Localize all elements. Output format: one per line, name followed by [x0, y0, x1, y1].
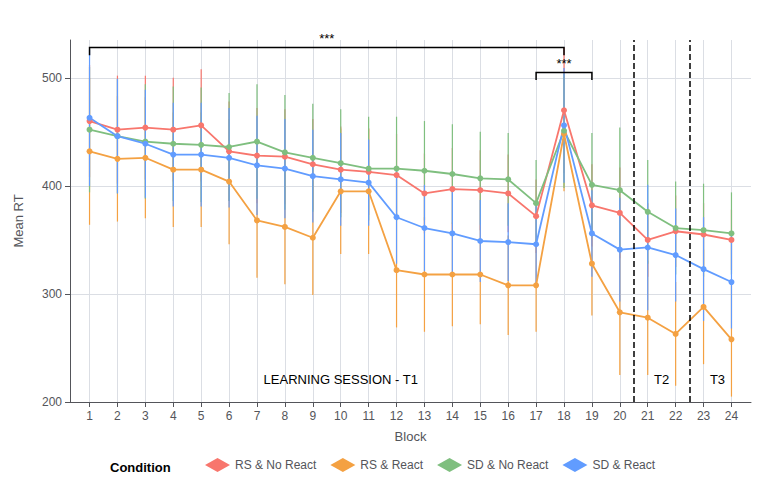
- svg-text:T2: T2: [654, 372, 669, 387]
- svg-text:16: 16: [502, 409, 516, 423]
- svg-text:14: 14: [446, 409, 460, 423]
- svg-text:4: 4: [170, 409, 177, 423]
- svg-text:8: 8: [282, 409, 289, 423]
- svg-text:5: 5: [198, 409, 205, 423]
- svg-text:11: 11: [362, 409, 375, 423]
- svg-text:10: 10: [334, 409, 348, 423]
- svg-text:SD & No React: SD & No React: [467, 458, 549, 472]
- svg-text:12: 12: [390, 409, 404, 423]
- svg-text:Block: Block: [395, 429, 427, 444]
- svg-text:18: 18: [557, 409, 571, 423]
- svg-text:7: 7: [254, 409, 261, 423]
- svg-text:19: 19: [585, 409, 599, 423]
- svg-text:3: 3: [142, 409, 149, 423]
- svg-text:T3: T3: [710, 372, 725, 387]
- svg-text:***: ***: [556, 56, 571, 71]
- svg-text:400: 400: [42, 179, 62, 193]
- svg-text:6: 6: [226, 409, 233, 423]
- svg-text:13: 13: [418, 409, 432, 423]
- svg-text:23: 23: [697, 409, 711, 423]
- svg-text:300: 300: [42, 287, 62, 301]
- svg-text:200: 200: [42, 395, 62, 409]
- svg-text:LEARNING SESSION - T1: LEARNING SESSION - T1: [264, 372, 418, 387]
- svg-text:9: 9: [309, 409, 316, 423]
- svg-text:Mean RT: Mean RT: [11, 194, 26, 247]
- svg-text:2: 2: [114, 409, 121, 423]
- svg-text:500: 500: [42, 71, 62, 85]
- svg-text:1: 1: [86, 409, 93, 423]
- svg-text:***: ***: [319, 31, 334, 46]
- svg-text:17: 17: [529, 409, 543, 423]
- svg-text:15: 15: [474, 409, 488, 423]
- svg-text:22: 22: [669, 409, 683, 423]
- svg-text:RS & React: RS & React: [360, 458, 423, 472]
- svg-text:20: 20: [613, 409, 627, 423]
- svg-text:Condition: Condition: [110, 460, 171, 475]
- svg-text:24: 24: [725, 409, 739, 423]
- svg-text:RS & No React: RS & No React: [235, 458, 317, 472]
- svg-text:21: 21: [641, 409, 655, 423]
- svg-text:SD & React: SD & React: [592, 458, 655, 472]
